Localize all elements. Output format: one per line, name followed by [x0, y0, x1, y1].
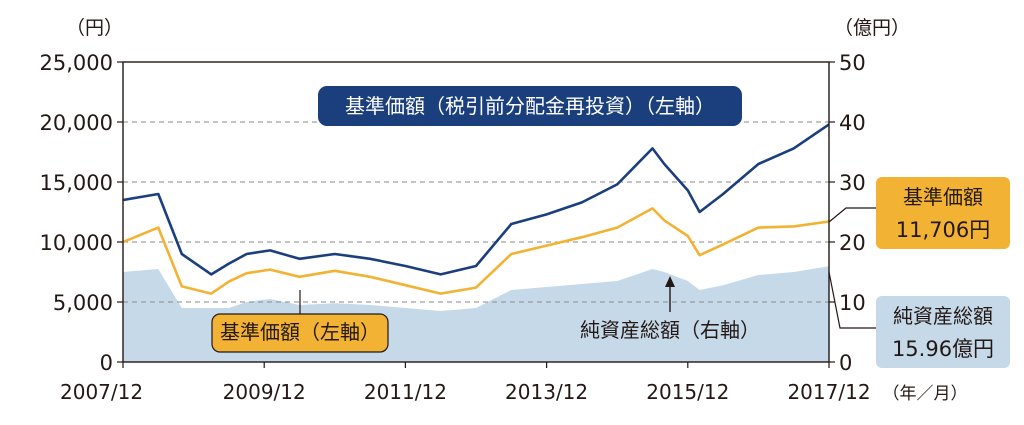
callout-nav-reinvested-box — [318, 86, 742, 126]
callout-net-assets-arrowhead — [665, 276, 675, 287]
callout-nav-reinvested: 基準価額（税引前分配金再投資）（左軸） — [318, 86, 742, 126]
left-tick-label: 0 — [100, 351, 113, 375]
x-tick-label: 2017/12 — [787, 380, 870, 404]
callout-nav-text: 基準価額（左軸） — [220, 320, 380, 344]
end-assets-value: 15.96億円 — [892, 337, 994, 361]
x-tick-label: 2007/12 — [60, 380, 143, 404]
end-assets-label: 純資産総額 15.96億円 — [828, 271, 1010, 368]
callout-net-assets: 純資産総額（右軸） — [580, 276, 760, 342]
gridlines — [123, 121, 829, 303]
end-nav-box — [876, 177, 1010, 249]
left-tick-label: 5,000 — [53, 291, 113, 315]
end-nav-label: 基準価額 11,706円 — [828, 177, 1010, 249]
right-tick-label: 20 — [839, 231, 866, 255]
right-tick-label: 0 — [839, 351, 852, 375]
right-tick-label: 10 — [839, 291, 866, 315]
x-tick-label: 2015/12 — [646, 380, 729, 404]
end-nav-title: 基準価額 — [903, 185, 983, 209]
right-axis-unit: （億円） — [834, 17, 910, 39]
end-assets-box — [876, 296, 1010, 368]
nav-reinvested-line — [122, 123, 830, 276]
right-tick-label: 40 — [839, 111, 866, 135]
axis-ticks: 0 0 5,000 10 10,000 20 15,000 30 20,000 40 25,000 5… — [40, 51, 871, 404]
end-nav-value: 11,706円 — [896, 218, 990, 242]
left-tick-label: 25,000 — [40, 51, 113, 75]
end-assets-title: 純資産総額 — [893, 304, 993, 328]
callout-nav: 基準価額（左軸） — [211, 290, 389, 353]
x-tick-label: 2011/12 — [364, 380, 447, 404]
callout-nav-reinvested-text: 基準価額（税引前分配金再投資）（左軸） — [345, 94, 715, 118]
x-tick-label: 2009/12 — [223, 380, 306, 404]
left-axis-unit: （円） — [66, 17, 123, 39]
left-tick-label: 15,000 — [40, 171, 113, 195]
callout-net-assets-text: 純資産総額（右軸） — [580, 318, 760, 342]
left-tick-label: 20,000 — [40, 111, 113, 135]
x-tick-label: 2013/12 — [505, 380, 588, 404]
x-axis-unit: （年／月） — [883, 384, 968, 404]
right-tick-label: 50 — [839, 51, 866, 75]
right-tick-label: 30 — [839, 171, 866, 195]
end-nav-connector — [828, 207, 876, 223]
nav-lines — [122, 123, 830, 295]
end-assets-connector — [828, 271, 876, 329]
nav-line — [122, 207, 830, 295]
plot-frame — [122, 61, 830, 363]
left-tick-label: 10,000 — [40, 231, 113, 255]
